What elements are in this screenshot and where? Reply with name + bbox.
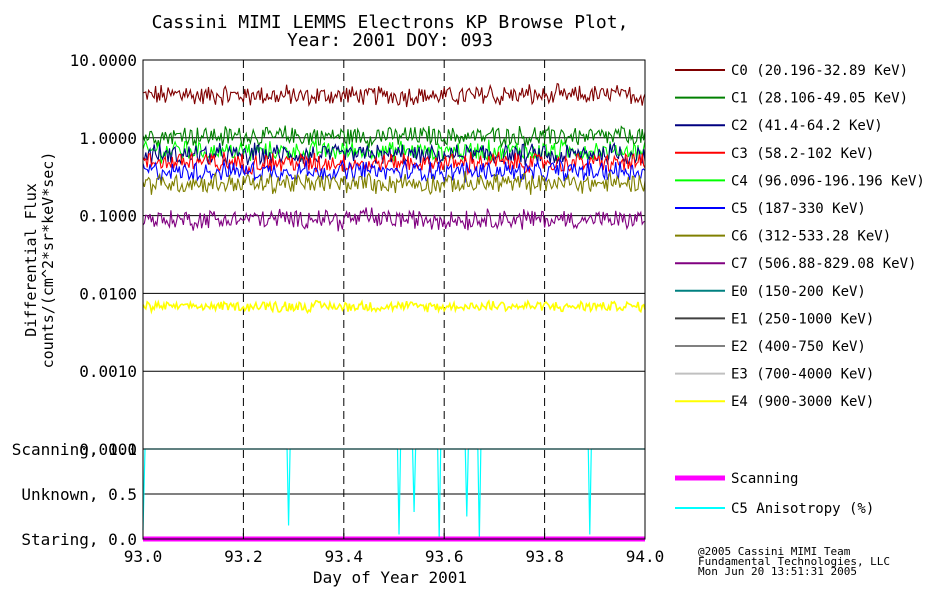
y-tick-label: 10.0000 [70, 51, 137, 70]
x-tick-label: 94.0 [626, 547, 665, 566]
chart-title-line2: Year: 2001 DOY: 093 [287, 30, 493, 51]
y-tick-label: 0.0100 [79, 284, 137, 303]
x-tick-label: 93.6 [425, 547, 464, 566]
y-tick-label: 0.0010 [79, 362, 137, 381]
chart-title-line1: Cassini MIMI LEMMS Electrons KP Browse P… [152, 12, 629, 33]
footer-timestamp: Mon Jun 20 13:51:31 2005 [698, 565, 857, 578]
legend-label: C0 (20.196-32.89 KeV) [731, 63, 908, 79]
series-line-c3 [142, 151, 646, 176]
x-tick-label: 93.0 [124, 547, 163, 566]
series-line-c7 [142, 207, 646, 232]
legend-label: C5 Anisotropy (%) [731, 501, 874, 517]
plot-frame [142, 59, 646, 540]
mode-tick-label: Staring, 0.0 [21, 530, 137, 549]
data-layer [142, 82, 646, 542]
axis-layer: 10.0000 1.0000 0.1000 0.0100 0.0010 0.0001Sca… [12, 51, 665, 566]
legend-label: C4 (96.096-196.196 KeV) [731, 173, 925, 189]
series-line-c4 [142, 139, 646, 164]
legend-label: C1 (28.106-49.05 KeV) [731, 91, 908, 107]
legend-label: E4 (900-3000 KeV) [731, 394, 874, 410]
mode-tick-label: Unknown, 0.5 [21, 485, 137, 504]
legend-label: E0 (150-200 KeV) [731, 284, 866, 300]
x-axis-label: Day of Year 2001 [313, 568, 467, 587]
legend: C0 (20.196-32.89 KeV) C1 (28.106-49.05 Ke… [675, 63, 925, 517]
y-axis-label-line1: Differential Flux [22, 183, 40, 337]
legend-label: E3 (700-4000 KeV) [731, 367, 874, 383]
series-line-c5 [142, 158, 646, 183]
y-tick-label: 0.1000 [79, 207, 137, 226]
legend-label: C2 (41.4-64.2 KeV) [731, 118, 883, 134]
legend-label: E1 (250-1000 KeV) [731, 311, 874, 327]
mode-tick-label: Scanning, 1.0 [12, 440, 137, 459]
series-line-c1 [142, 124, 646, 149]
legend-label: C3 (58.2-102 KeV) [731, 146, 874, 162]
y-tick-label: 0.0001 [79, 440, 137, 459]
footer-company: Fundamental Technologies, LLC [698, 555, 890, 568]
x-tick-label: 93.2 [224, 547, 263, 566]
series-line-c6 [142, 170, 646, 196]
legend-label: E2 (400-750 KeV) [731, 339, 866, 355]
y-tick-label: 1.0000 [79, 129, 137, 148]
grid-layer [143, 59, 645, 539]
series-line-c0 [142, 82, 646, 108]
x-tick-label: 93.8 [525, 547, 564, 566]
footer-copyright: @2005 Cassini MIMI Team [698, 545, 851, 558]
legend-label: C6 (312-533.28 KeV) [731, 229, 891, 245]
legend-label: Scanning [731, 471, 798, 487]
series-line-e4 [142, 299, 646, 315]
legend-label: C5 (187-330 KeV) [731, 201, 866, 217]
x-tick-label: 93.4 [325, 547, 364, 566]
y-axis-label-line2: counts/(cm^2*sr*keV*sec) [39, 152, 57, 369]
legend-label: C7 (506.88-829.08 KeV) [731, 256, 916, 272]
